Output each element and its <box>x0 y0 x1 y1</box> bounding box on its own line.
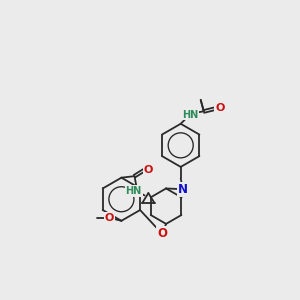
Text: N: N <box>178 183 188 196</box>
Text: O: O <box>144 165 153 175</box>
Text: O: O <box>157 227 167 240</box>
Text: HN: HN <box>182 110 198 119</box>
Text: HN: HN <box>126 186 142 196</box>
Text: O: O <box>104 213 114 223</box>
Text: O: O <box>215 103 225 113</box>
Text: N: N <box>178 183 188 196</box>
